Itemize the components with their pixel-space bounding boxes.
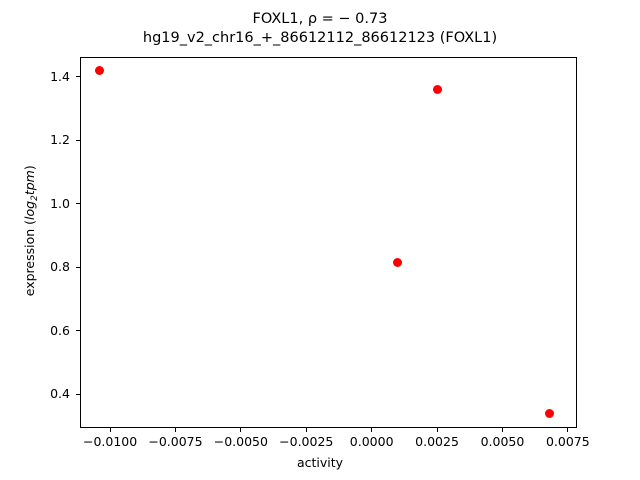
x-tick-label: 0.0050 <box>480 434 525 449</box>
data-point <box>545 408 555 418</box>
chart-subtitle: hg19_v2_chr16_+_86612112_86612123 (FOXL1… <box>142 30 498 46</box>
x-tick-mark <box>567 428 569 432</box>
y-tick-mark <box>76 203 80 205</box>
x-tick-mark <box>501 428 503 432</box>
y-tick-mark <box>76 76 80 78</box>
x-tick-label: −0.0100 <box>82 434 138 449</box>
data-point <box>95 66 105 76</box>
y-axis-label-suffix: ) <box>22 165 38 171</box>
y-tick-mark <box>76 139 80 141</box>
plot-area <box>80 57 577 428</box>
y-axis-label-prefix: expression ( <box>22 219 38 297</box>
x-tick-label: 0.0000 <box>349 434 394 449</box>
x-tick-label: 0.0025 <box>415 434 459 449</box>
y-tick-label: 1.0 <box>50 195 70 211</box>
y-axis-label: expression (log2tpm) <box>22 45 40 417</box>
y-tick-mark <box>76 330 80 332</box>
y-axis-label-log: log <box>22 200 38 220</box>
chart-title: FOXL1, ρ = − 0.73 <box>252 11 388 27</box>
y-tick-label: 0.6 <box>50 322 70 338</box>
data-point <box>432 85 442 95</box>
chart-title-block: FOXL1, ρ = − 0.73 hg19_v2_chr16_+_866121… <box>0 10 640 48</box>
x-tick-label: 0.0075 <box>545 434 590 449</box>
x-tick-mark <box>174 428 176 432</box>
y-tick-label: 1.4 <box>50 68 70 84</box>
data-point <box>393 257 403 267</box>
x-tick-mark <box>436 428 438 432</box>
x-tick-label: −0.0075 <box>148 434 203 449</box>
y-tick-mark <box>76 266 80 268</box>
y-tick-label: 1.2 <box>50 132 70 148</box>
x-tick-mark <box>240 428 242 432</box>
y-axis-label-unit: tpm <box>22 170 38 196</box>
y-tick-label: 0.4 <box>50 386 70 402</box>
y-tick-label: 0.8 <box>50 259 70 275</box>
y-tick-mark <box>76 393 80 395</box>
x-tick-mark <box>109 428 111 432</box>
x-tick-label: −0.0025 <box>279 434 334 449</box>
x-tick-mark <box>371 428 373 432</box>
x-tick-mark <box>305 428 307 432</box>
x-axis-label: activity <box>296 455 344 470</box>
x-tick-label: −0.0050 <box>213 434 268 449</box>
y-axis-label-subscript: 2 <box>29 195 40 201</box>
